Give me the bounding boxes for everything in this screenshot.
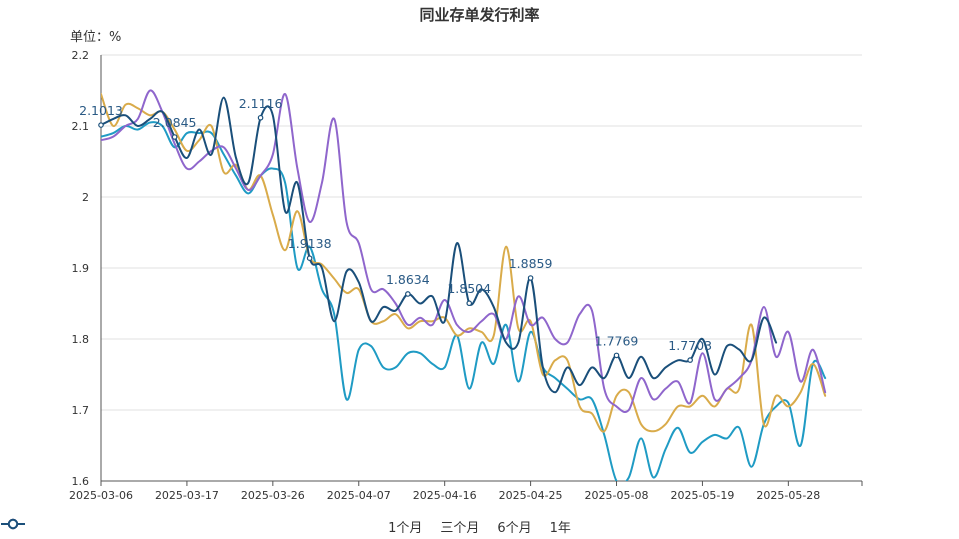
series-line-3[interactable] [101,96,778,394]
annotation-marker[interactable] [171,134,178,140]
annotation-marker[interactable] [98,122,104,128]
y-tick-label: 2.1 [72,120,90,133]
y-tick-label: 1.9 [72,262,90,275]
annotation-label: 2.1116 [239,96,283,111]
annotation-marker[interactable] [257,114,264,121]
x-tick-label: 2025-05-28 [756,489,820,502]
legend-label: 三个月 [440,521,480,536]
annotation-marker[interactable] [527,275,534,281]
y-tick-label: 2 [82,191,89,204]
legend-item-1[interactable]: 三个月 [1,517,480,536]
legend-label: 1个月 [388,521,423,536]
series-lines [101,89,827,485]
y-tick-label: 1.8 [72,333,90,346]
annotation-label: 1.8634 [386,272,430,287]
gridlines [101,54,862,482]
series-line-1[interactable] [101,93,827,433]
legend-label: 1年 [549,521,571,536]
legend-line-circle-icon [1,518,25,530]
x-tick-label: 2025-03-17 [155,489,219,502]
legend-item-2[interactable]: 6个月 [1,517,532,536]
legend: 1个月 三个月 6个月 1年 [0,517,959,536]
chart-title: 同业存单发行利率 [419,6,540,24]
annotation-marker[interactable] [687,357,693,363]
unit-label: 单位：% [70,30,122,45]
x-tick-label: 2025-04-16 [413,489,477,502]
x-tick-label: 2025-04-25 [499,489,563,502]
y-tick-label: 1.7 [72,404,90,417]
annotation-marker[interactable] [405,291,411,297]
legend-label: 6个月 [497,521,532,536]
x-tick-label: 2025-05-08 [585,489,649,502]
annotation-label: 1.7703 [668,338,712,353]
x-tick-label: 2025-04-07 [327,489,391,502]
annotation-label: 1.8859 [509,256,553,271]
annotation-label: 1.8504 [447,281,491,296]
annotation-marker[interactable] [613,352,620,359]
axes: 1.6 1.7 1.8 1.9 2 2.1 2.2 2025-03-06 2025-03-17 2… [69,49,863,502]
legend-item-0[interactable]: 1个月 [1,517,423,536]
series-line-2[interactable] [101,89,827,413]
x-tick-label: 2025-03-06 [69,489,133,502]
y-tick-label: 1.6 [72,475,90,488]
annotation-label: 1.7769 [595,333,639,348]
x-tick-label: 2025-05-19 [670,489,734,502]
annotation-marker[interactable] [466,300,473,307]
annotation-labels: 2.1013 2.0845 2.1116 1.9138 1.8634 1.8504 1.88… [79,96,712,353]
annotation-markers [98,114,693,363]
annotation-marker[interactable] [306,255,313,262]
legend-item-3[interactable]: 1年 [1,517,571,536]
annotation-label: 1.9138 [288,236,332,251]
series-line-0[interactable] [101,121,827,485]
annotation-label: 2.1013 [79,103,123,118]
y-tick-label: 2.2 [72,49,90,62]
annotation-label: 2.0845 [153,115,197,130]
x-tick-label: 2025-03-26 [241,489,305,502]
